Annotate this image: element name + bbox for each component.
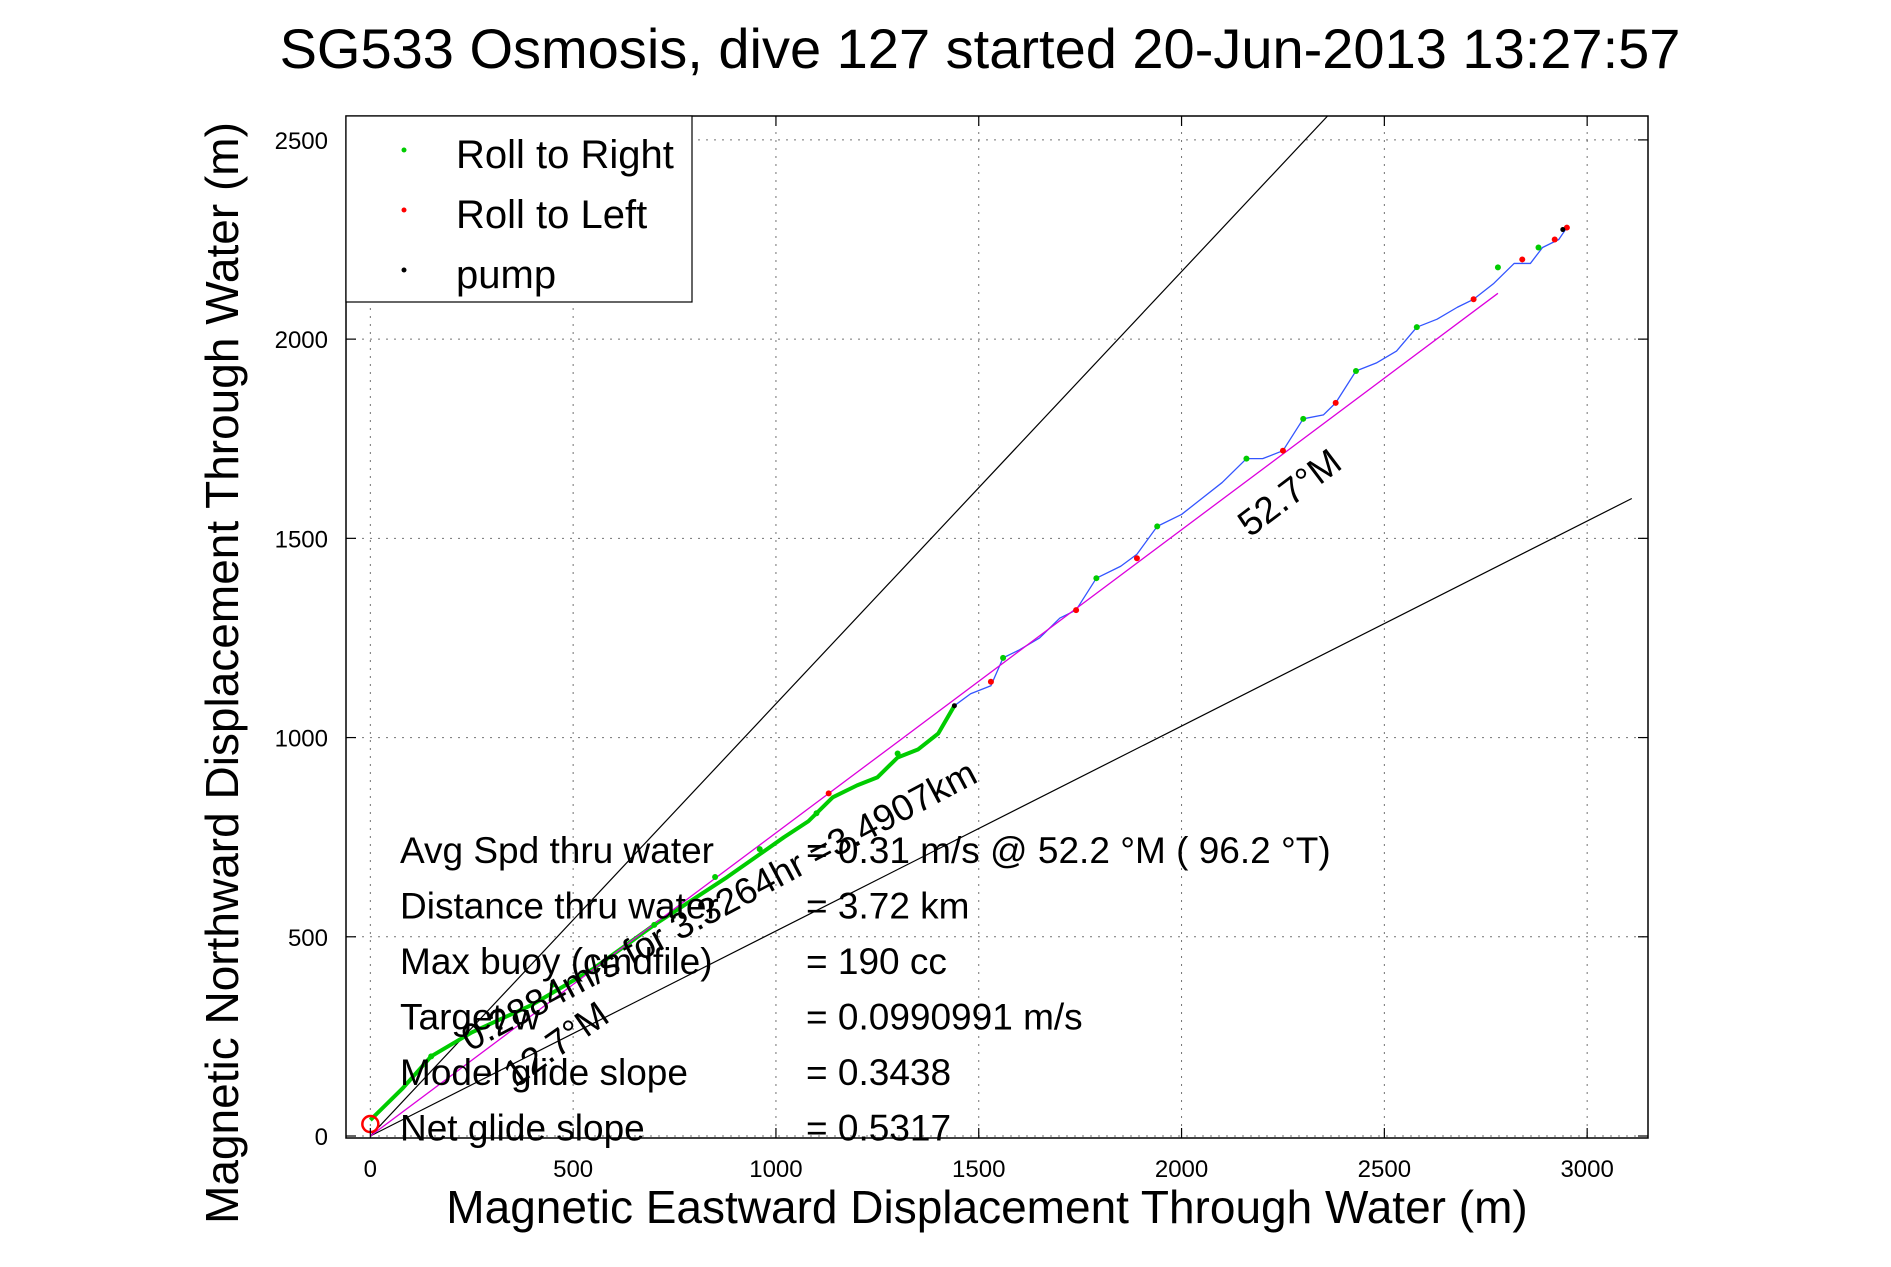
x-tick-label: 500 xyxy=(553,1156,593,1183)
roll-right-point xyxy=(1535,244,1542,251)
chart-title: SG533 Osmosis, dive 127 started 20-Jun-2… xyxy=(280,17,1681,80)
legend-label: Roll to Right xyxy=(456,133,674,177)
x-tick-label: 1000 xyxy=(749,1156,802,1183)
roll-right-point xyxy=(651,921,658,928)
roll-right-point xyxy=(1093,575,1100,582)
x-axis-label: Magnetic Eastward Displacement Through W… xyxy=(446,1181,1527,1233)
legend-items: Roll to Right Roll to Left pump xyxy=(401,133,674,297)
roll-right-point xyxy=(428,1053,435,1060)
roll-left-point xyxy=(1470,296,1477,303)
roll-right-point xyxy=(1243,455,1250,462)
roll-left-point xyxy=(1563,224,1570,231)
roll-right-point xyxy=(549,981,556,988)
y-tick-label: 1000 xyxy=(275,726,328,753)
roll-left-point xyxy=(1073,607,1080,614)
roll-right-point xyxy=(813,810,820,817)
roll-right-point xyxy=(894,750,901,757)
summary-label: Max buoy (cmdfile) xyxy=(400,941,713,982)
roll-right-point xyxy=(1000,654,1007,661)
roll-right-point xyxy=(1352,368,1359,375)
reference-line xyxy=(369,116,1329,1137)
track-line xyxy=(369,292,1499,1137)
reference-lines xyxy=(369,116,1633,1137)
y-tick-label: 500 xyxy=(288,925,328,952)
summary-value: = 190 cc xyxy=(806,941,947,982)
legend-marker xyxy=(401,207,407,213)
y-tick-label: 2500 xyxy=(275,128,328,155)
roll-left-point xyxy=(825,790,832,797)
dive-summary: Avg Spd thru water = 0.31 m/s @ 52.2 °M (… xyxy=(400,830,1331,1149)
markers xyxy=(361,224,1570,1134)
summary-value: = 0.31 m/s @ 52.2 °M ( 96.2 °T) xyxy=(806,830,1331,871)
legend-marker xyxy=(401,267,407,273)
y-tick-label: 1500 xyxy=(275,526,328,553)
x-tick-label: 2500 xyxy=(1358,1156,1411,1183)
track-line xyxy=(368,704,957,1122)
pump-point xyxy=(951,703,957,709)
roll-left-point xyxy=(1551,236,1558,243)
summary-value: = 0.5317 xyxy=(806,1108,951,1149)
roll-left-point xyxy=(1279,447,1286,454)
summary-label: Target w xyxy=(400,997,540,1038)
roll-right-point xyxy=(712,874,719,881)
roll-right-point xyxy=(1413,324,1420,331)
roll-left-point xyxy=(1519,256,1526,263)
plot-frame xyxy=(345,115,1649,1139)
x-tick-label: 0 xyxy=(364,1156,377,1183)
summary-label: Net glide slope xyxy=(400,1108,645,1149)
pump-point xyxy=(1560,227,1566,233)
roll-left-point xyxy=(1332,399,1339,406)
summary-label: Distance thru water xyxy=(400,886,719,927)
y-tick-label: 2000 xyxy=(275,327,328,354)
roll-right-point xyxy=(1154,523,1161,530)
x-tick-label: 2000 xyxy=(1155,1156,1208,1183)
x-ticks: 0 500 1000 1500 2000 2500 3000 xyxy=(364,116,1614,1183)
y-ticks: 0 500 1000 1500 2000 2500 xyxy=(275,128,1648,1151)
legend-label: Roll to Left xyxy=(456,193,647,237)
legend: Roll to Right Roll to Left pump xyxy=(345,115,693,303)
roll-right-point xyxy=(1494,264,1501,271)
roll-left-point xyxy=(1133,555,1140,562)
y-axis-label: Magnetic Northward Displacement Through … xyxy=(196,122,248,1224)
summary-label: Model glide slope xyxy=(400,1052,688,1093)
summary-label: Avg Spd thru water xyxy=(400,830,714,871)
roll-left-point xyxy=(987,678,994,685)
reference-line xyxy=(370,497,1633,1137)
summary-value: = 3.72 km xyxy=(806,886,970,927)
legend-label: pump xyxy=(456,253,556,297)
x-tick-label: 1500 xyxy=(952,1156,1005,1183)
roll-right-point xyxy=(1300,415,1307,422)
series-lines xyxy=(368,227,1568,1137)
legend-marker xyxy=(401,147,407,153)
summary-value: = 0.3438 xyxy=(806,1052,951,1093)
x-tick-label: 3000 xyxy=(1560,1156,1613,1183)
summary-value: = 0.0990991 m/s xyxy=(806,997,1083,1038)
y-tick-label: 0 xyxy=(315,1124,328,1151)
roll-right-point xyxy=(756,846,763,853)
